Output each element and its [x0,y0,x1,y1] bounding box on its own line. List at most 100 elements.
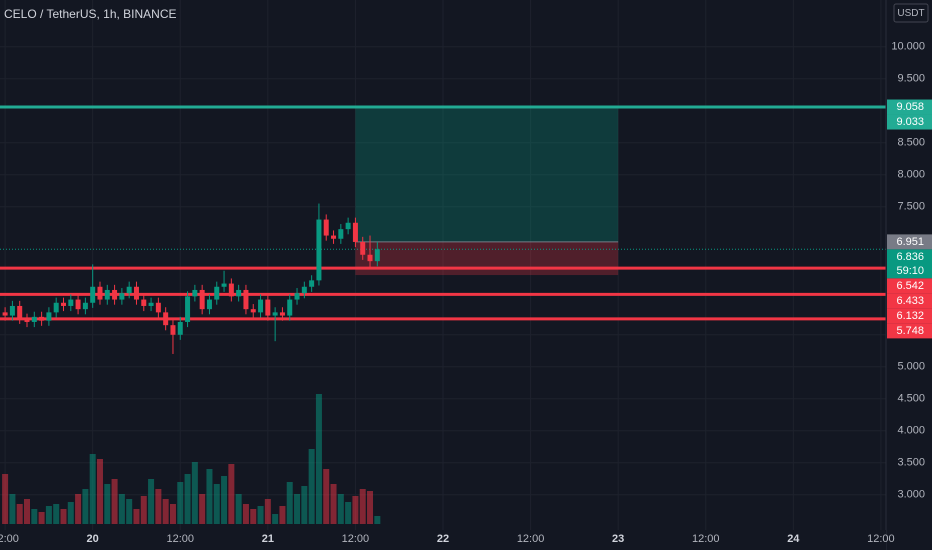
x-tick-label: 12:00 [0,533,19,545]
candle-body [39,316,45,321]
price-label: 6.433 [896,295,924,307]
target-zone [355,108,619,242]
x-tick-label: 23 [612,533,624,545]
price-label: 6.836 [896,251,924,263]
y-tick-label: 3.500 [897,457,925,469]
candle-body [9,305,15,316]
y-tick-label: 7.500 [897,201,925,213]
candle-body [112,289,118,300]
candle-body [170,325,176,335]
candle-body [331,235,337,239]
x-tick-label: 24 [787,533,800,545]
candle-body [199,289,205,310]
volume-bar [272,514,279,524]
y-tick-label: 10.000 [891,41,925,53]
volume-bar [330,484,337,524]
candle-body [82,302,88,310]
price-label-box [887,249,932,279]
volume-bar [162,499,169,524]
candle-body [287,299,293,316]
x-tick-label: 12:00 [517,533,545,545]
candle-body [316,219,322,281]
candle-body [185,296,191,322]
candle-body [309,280,315,287]
candle-body [155,302,161,313]
position-layer [355,108,619,276]
grid [0,0,886,530]
volume-bar [301,486,308,524]
volume-bar [177,482,184,524]
y-tick-label: 3.000 [897,489,925,501]
volume-bar [118,494,125,524]
x-tick-label: 20 [87,533,99,545]
candle-body [214,286,220,300]
y-tick-label: 8.000 [897,169,925,181]
volume-bar [206,469,213,524]
volume-bar [264,499,271,524]
candle-body [352,222,358,242]
candle-body [75,299,81,310]
x-tick-label: 21 [262,533,274,545]
candle-body [126,286,132,294]
volume-bar [111,479,118,524]
volume-bar [374,516,381,524]
volume-bar [315,394,322,524]
price-label: 9.058 [896,101,924,113]
volume-bar [31,509,38,524]
candle-body [2,312,8,316]
volume-bar [191,462,198,524]
volume-bar [359,489,366,524]
volume-bar [323,469,330,524]
volume-bar [2,474,9,524]
volume-bar [184,474,191,524]
candle-body [265,299,271,316]
price-label: 6.951 [896,236,924,248]
x-tick-label: 12:00 [342,533,370,545]
candle-body [323,219,329,236]
volume-bar [199,494,206,524]
price-label-box [887,99,932,115]
volume-bar [140,496,147,524]
volume-bar [133,509,140,524]
volume-bar [67,502,74,524]
volume-bar [75,494,82,524]
candle-body [104,289,110,300]
y-tick-label: 5.000 [897,361,925,373]
price-label-box [887,323,932,339]
volume-bar [257,506,264,524]
candle-body [258,299,264,313]
volume-bar [53,504,60,524]
volume-bar [155,489,162,524]
volume-bar [352,496,359,524]
candle-body [31,316,37,322]
volume-bar [279,506,286,524]
volume-bar [213,484,220,524]
price-label-box [887,278,932,294]
volume-bar [126,499,133,524]
volume-bar [9,494,16,524]
y-tick-label: 8.500 [897,137,925,149]
y-tick-label: 9.500 [897,73,925,85]
candle-body [148,302,154,306]
candle-body [141,299,147,306]
candle-body [17,305,23,319]
price-label-box [887,308,932,324]
candle-body [345,222,351,230]
volume-bar [169,504,176,524]
candle-body [24,318,30,322]
candle-body [97,286,103,300]
candle-body [68,299,74,306]
volume-bar [24,499,31,524]
x-tick-label: 12:00 [166,533,194,545]
candle-body [119,293,125,300]
volume-bar [60,509,67,524]
x-tick-label: 22 [437,533,449,545]
candle-body [236,289,242,297]
candle-body [243,289,249,310]
candle-body [279,312,285,316]
chart-title: CELO / TetherUS, 1h, BINANCE [4,7,177,21]
candle-body [228,283,234,297]
countdown: 59:10 [896,265,924,277]
volume-bar [228,464,235,524]
volume-bar [308,449,315,524]
